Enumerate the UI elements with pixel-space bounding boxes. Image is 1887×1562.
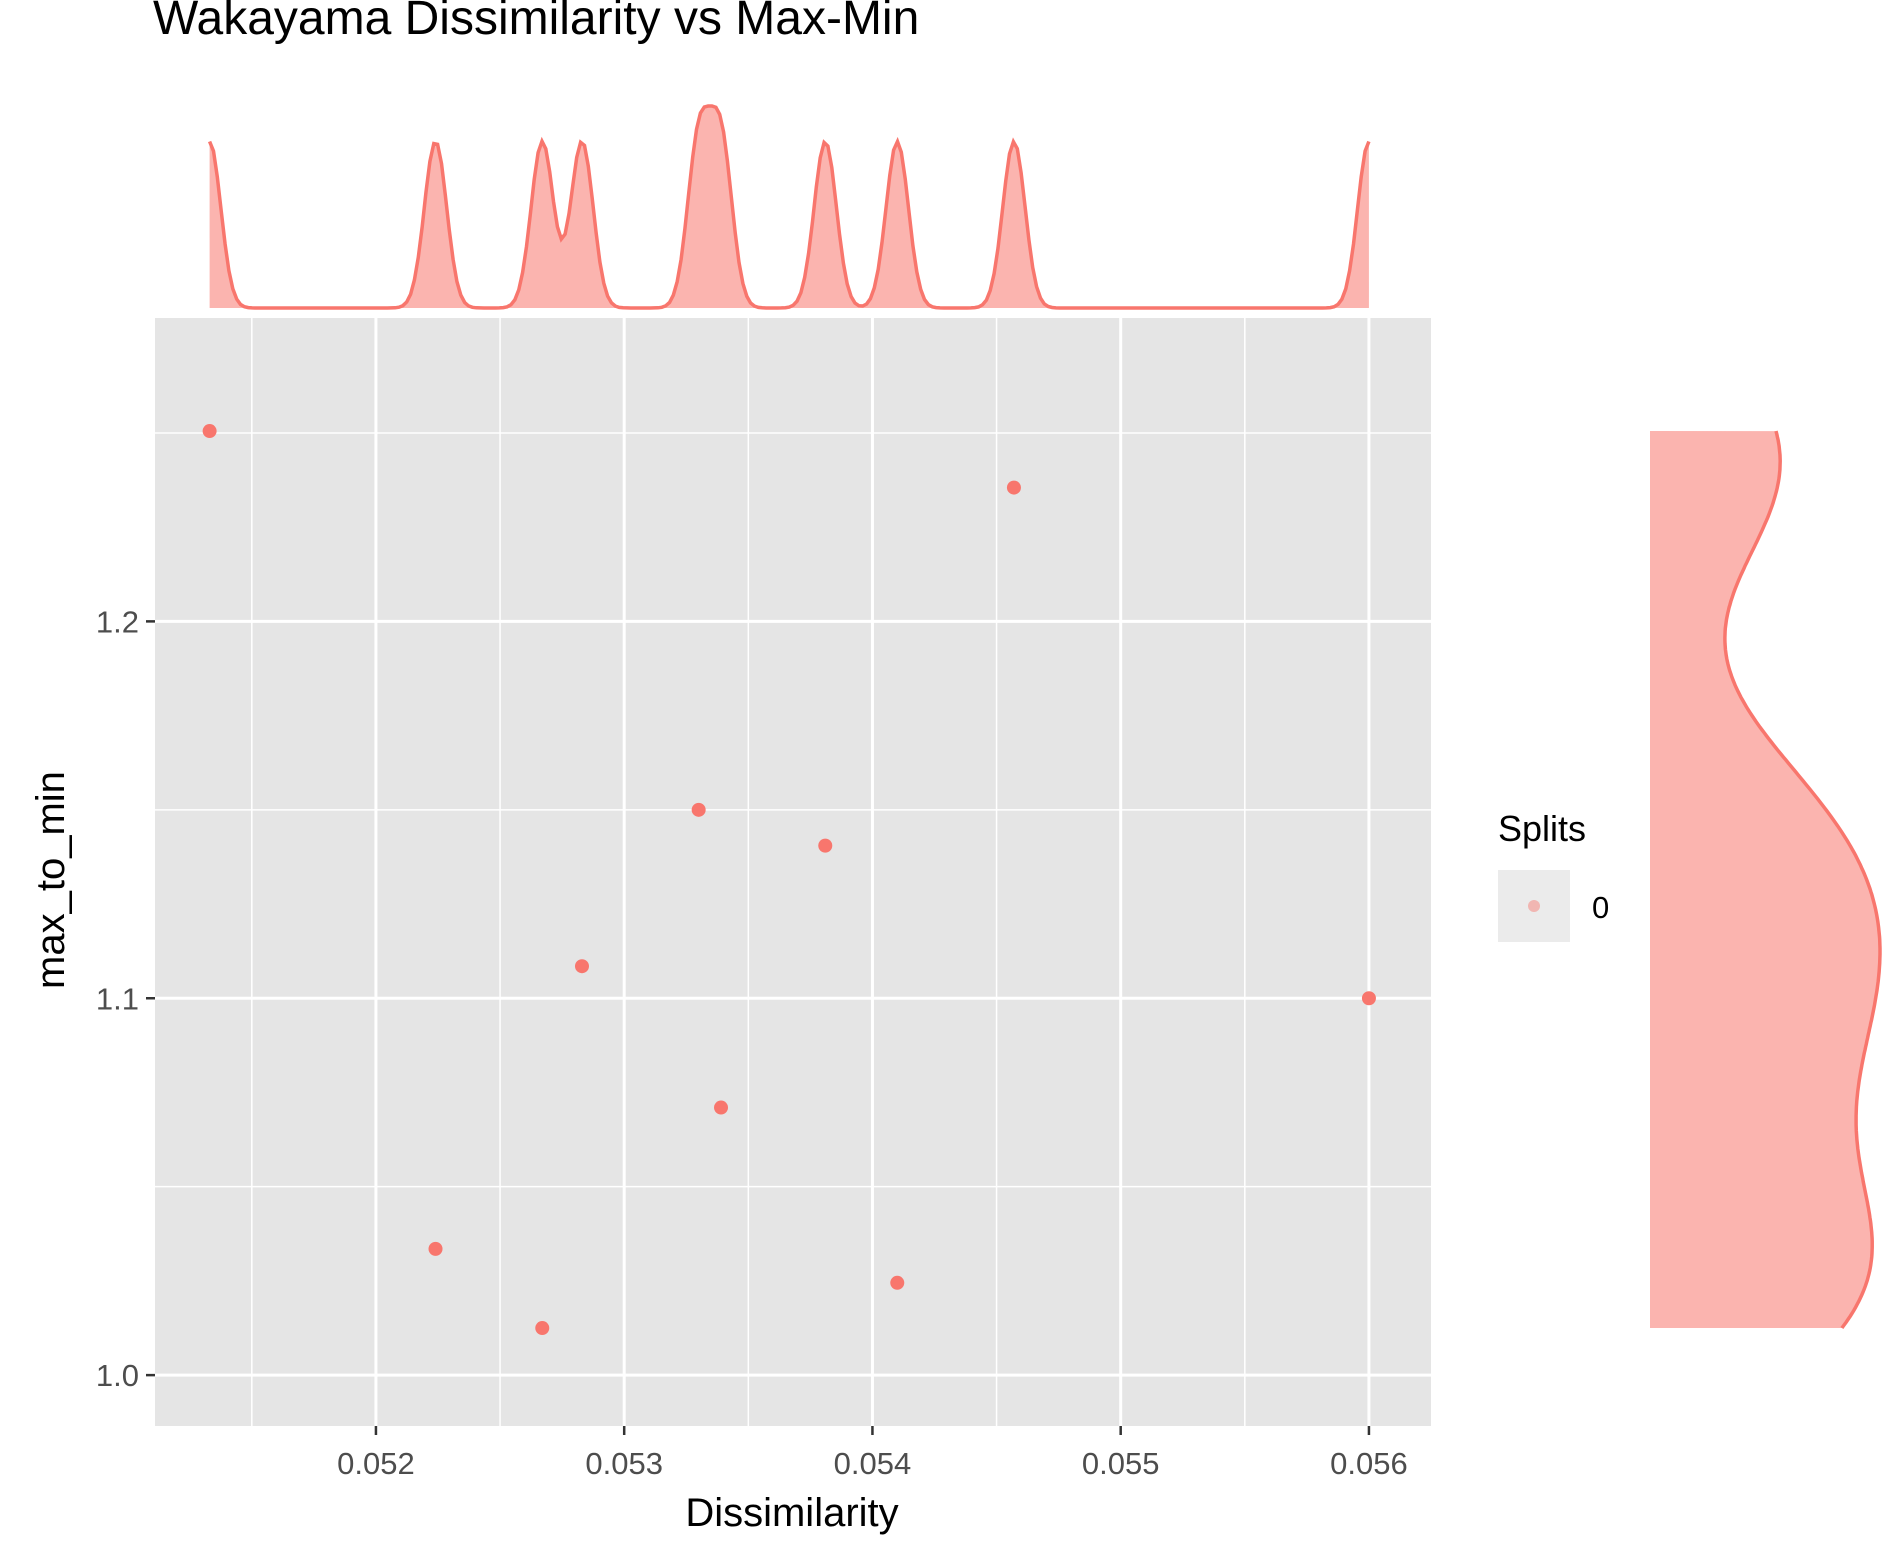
data-point [202,424,217,439]
y-tick-label: 1.1 [96,981,139,1016]
data-point [535,1321,550,1336]
minor-gridlines [155,318,1431,1426]
right-density-marginal [1650,430,1882,1330]
data-point [1361,991,1376,1006]
y-axis-ticks: 1.0 1.1 1.2 [96,604,155,1393]
x-tick-label: 0.055 [1082,1446,1160,1481]
chart-title: Wakayama Dissimilarity vs Max-Min [153,0,919,45]
legend-title: Splits [1498,808,1586,849]
data-point [574,959,589,974]
top-density-marginal [207,104,1371,310]
y-tick-label: 1.2 [96,604,139,639]
panel-background [155,318,1431,1426]
legend-key-point [1528,900,1540,912]
data-point [691,802,706,817]
data-point [890,1275,905,1290]
legend-key [1498,870,1570,942]
x-axis-ticks: 0.052 0.053 0.054 0.055 0.056 [337,1426,1408,1481]
legend: Splits 0 [1498,808,1609,942]
x-tick-label: 0.056 [1330,1446,1408,1481]
y-axis-label: max_to_min [29,771,73,989]
x-tick-label: 0.054 [834,1446,912,1481]
legend-entry-label: 0 [1592,890,1609,925]
major-gridlines [155,318,1431,1426]
data-point [428,1241,443,1256]
x-axis-label: Dissimilarity [685,1491,898,1535]
right-density-curve [1723,430,1882,1330]
right-density-area [1650,431,1880,1329]
top-density-area [209,106,1369,308]
x-tick-label: 0.053 [585,1446,663,1481]
data-point [1006,480,1021,495]
data-point [818,838,833,853]
scatter-panel [155,318,1431,1426]
x-tick-label: 0.052 [337,1446,415,1481]
scatter-points [202,424,1376,1336]
data-point [714,1100,729,1115]
top-density-curve [207,104,1371,310]
y-tick-label: 1.0 [96,1358,139,1393]
